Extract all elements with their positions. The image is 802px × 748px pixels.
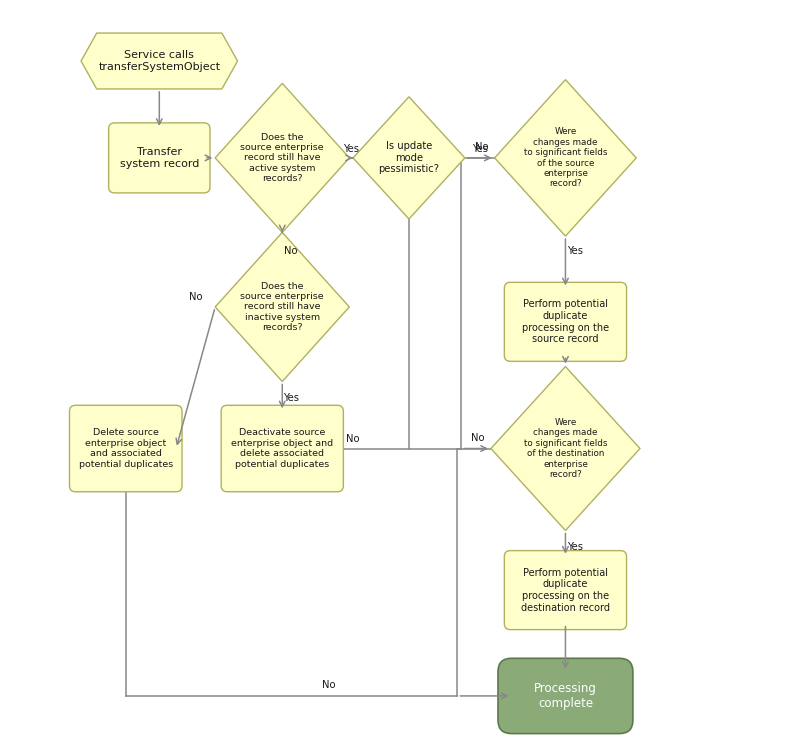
- Polygon shape: [490, 367, 639, 530]
- Text: Yes: Yes: [566, 246, 582, 256]
- Text: Transfer
system record: Transfer system record: [119, 147, 199, 169]
- Text: No: No: [345, 434, 358, 444]
- Text: Yes: Yes: [566, 542, 582, 552]
- Text: No: No: [471, 433, 484, 443]
- Text: Yes: Yes: [342, 144, 358, 154]
- Polygon shape: [81, 33, 237, 89]
- Text: Service calls
transferSystemObject: Service calls transferSystemObject: [98, 50, 220, 72]
- Text: Does the
source enterprise
record still have
active system
records?: Does the source enterprise record still …: [240, 132, 324, 183]
- Text: Perform potential
duplicate
processing on the
source record: Perform potential duplicate processing o…: [521, 299, 608, 344]
- Polygon shape: [494, 79, 635, 236]
- FancyBboxPatch shape: [504, 282, 626, 361]
- Text: Does the
source enterprise
record still have
inactive system
records?: Does the source enterprise record still …: [240, 282, 324, 332]
- FancyBboxPatch shape: [108, 123, 209, 193]
- Text: No: No: [188, 292, 202, 302]
- FancyBboxPatch shape: [497, 658, 632, 734]
- Polygon shape: [215, 233, 349, 381]
- Text: Is update
mode
pessimistic?: Is update mode pessimistic?: [378, 141, 439, 174]
- Polygon shape: [215, 83, 349, 233]
- FancyBboxPatch shape: [221, 405, 343, 491]
- Text: Delete source
enterprise object
and associated
potential duplicates: Delete source enterprise object and asso…: [79, 429, 172, 469]
- FancyBboxPatch shape: [504, 551, 626, 630]
- Text: No: No: [322, 680, 335, 690]
- Polygon shape: [353, 96, 464, 219]
- Text: Were
changes made
to significant fields
of the source
enterprise
record?: Were changes made to significant fields …: [523, 127, 606, 188]
- Text: Processing
complete: Processing complete: [533, 682, 596, 710]
- Text: Yes: Yes: [283, 393, 299, 403]
- FancyBboxPatch shape: [70, 405, 182, 491]
- Text: Yes: Yes: [471, 144, 487, 154]
- Text: Were
changes made
to significant fields
of the destination
enterprise
record?: Were changes made to significant fields …: [523, 418, 606, 479]
- Text: No: No: [284, 246, 298, 256]
- Text: Deactivate source
enterprise object and
delete associated
potential duplicates: Deactivate source enterprise object and …: [231, 429, 333, 469]
- Text: Perform potential
duplicate
processing on the
destination record: Perform potential duplicate processing o…: [520, 568, 610, 613]
- Text: No: No: [475, 142, 488, 153]
